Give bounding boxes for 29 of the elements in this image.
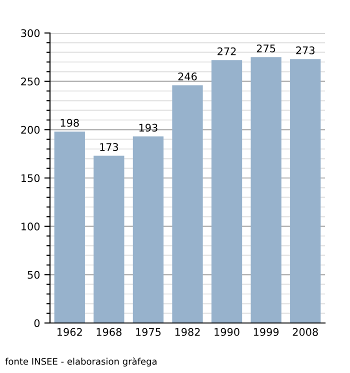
bar [54,132,85,323]
data-label: 275 [256,44,276,52]
y-tick-label: 250 [21,78,40,86]
data-label: 272 [218,47,236,56]
y-tick-label: 100 [22,222,40,230]
x-tick-label: 1962 [58,328,82,336]
y-tick-label: 50 [28,270,40,279]
x-tick-label: 1999 [254,328,279,336]
data-label: 273 [296,46,314,54]
source-note: fonte INSEE - elaborasion gràfega [5,357,157,367]
y-tick-label: 300 [21,29,40,38]
data-label: 193 [139,124,158,132]
bar [132,136,164,323]
data-label: 173 [100,143,118,151]
x-tick-label: 1990 [214,328,240,336]
data-label: 246 [178,72,197,80]
x-tick-label: 1982 [175,328,200,336]
bar [172,85,203,323]
bar [250,57,282,323]
bar [211,60,242,323]
y-tick-label: 200 [21,126,40,134]
bar [94,156,124,323]
x-tick-label: 2008 [292,328,318,336]
x-tick-label: 1975 [136,328,161,336]
y-tick-label: 0 [34,319,40,328]
data-label: 198 [60,118,79,127]
y-tick-label: 150 [22,174,40,182]
x-tick-label: 1968 [96,328,122,336]
bar [290,59,321,323]
